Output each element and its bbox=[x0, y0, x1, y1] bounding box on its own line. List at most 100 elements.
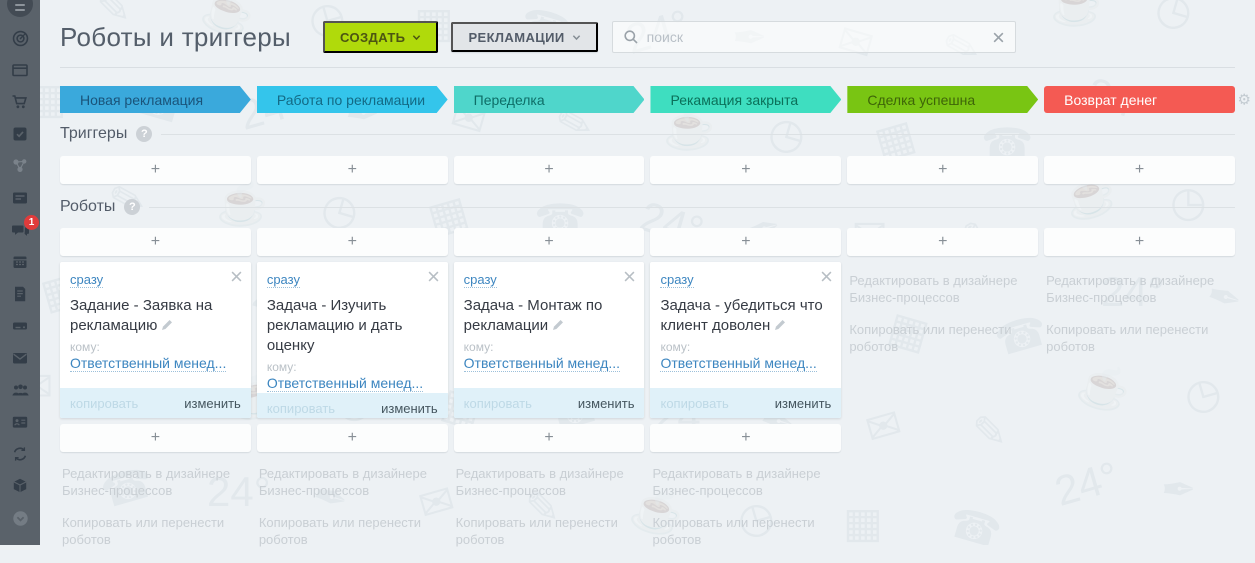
sidebar-item-crm-marketing[interactable] bbox=[0, 22, 40, 54]
copy-move-link[interactable]: Копировать или перенести роботов bbox=[455, 515, 618, 547]
chevron-down-circle-icon bbox=[12, 510, 28, 526]
robot-copy-link[interactable]: копировать bbox=[70, 395, 139, 411]
create-button[interactable]: СОЗДАТЬ bbox=[323, 21, 439, 53]
add-trigger-button-col5[interactable]: + bbox=[847, 156, 1039, 184]
stage-new[interactable]: Новая рекламация bbox=[60, 86, 251, 113]
sidebar-item-sites[interactable] bbox=[0, 54, 40, 86]
robot-timing-link[interactable]: сразу bbox=[266, 272, 300, 288]
stage-success[interactable]: Сделка успешна bbox=[847, 86, 1038, 113]
assignee-link[interactable]: Ответственный менед... bbox=[660, 355, 817, 372]
robot-copy-link[interactable]: копировать bbox=[660, 395, 729, 411]
triggers-help-icon[interactable]: ? bbox=[136, 126, 153, 142]
designer-link[interactable]: Редактировать в дизайнере Бизнес-процесс… bbox=[652, 466, 821, 498]
edit-pencil-icon[interactable] bbox=[774, 319, 786, 331]
sidebar-item-kanban[interactable] bbox=[0, 182, 40, 214]
robot-edit-link[interactable]: изменить bbox=[184, 395, 241, 411]
robot-placeholder-col2: Редактировать в дизайнере Бизнес-процесс… bbox=[257, 463, 448, 563]
robot-edit-link[interactable]: изменить bbox=[577, 395, 635, 411]
add-robot-button-col3[interactable]: + bbox=[453, 228, 645, 256]
copy-move-link[interactable]: Копировать или перенести роботов bbox=[849, 322, 1012, 354]
sidebar-item-more[interactable] bbox=[0, 502, 40, 534]
entity-filter-button[interactable]: РЕКЛАМАЦИИ bbox=[451, 22, 598, 52]
designer-link[interactable]: Редактировать в дизайнере Бизнес-процесс… bbox=[62, 466, 231, 498]
add-robot-button-col5[interactable]: + bbox=[847, 228, 1039, 256]
add-robot-button-bottom-col1[interactable]: + bbox=[60, 424, 251, 452]
designer-link[interactable]: Редактировать в дизайнере Бизнес-процесс… bbox=[258, 466, 427, 498]
add-robot-button-bottom-col4[interactable]: + bbox=[650, 424, 842, 452]
robot-card: сразу Задача - Изучить рекламацию и дать… bbox=[256, 262, 448, 418]
add-trigger-button-col4[interactable]: + bbox=[650, 156, 842, 184]
assignee-link[interactable]: Ответственный менед... bbox=[266, 375, 424, 392]
robot-edit-link[interactable]: изменить bbox=[381, 400, 438, 416]
sidebar-item-automation[interactable] bbox=[0, 150, 40, 182]
drive-icon bbox=[13, 322, 27, 330]
add-robot-button-col1[interactable]: + bbox=[60, 228, 251, 256]
copy-move-link[interactable]: Копировать или перенести роботов bbox=[1046, 322, 1209, 354]
page-title: Роботы и триггеры bbox=[60, 21, 292, 52]
search-clear-button[interactable] bbox=[992, 31, 1005, 44]
stage-closed[interactable]: Рекамация закрыта bbox=[650, 86, 841, 113]
sidebar-item-documents[interactable] bbox=[0, 278, 40, 310]
add-trigger-button-col1[interactable]: + bbox=[60, 156, 251, 184]
copy-move-link[interactable]: Копировать или перенести роботов bbox=[62, 515, 225, 547]
page-header: Роботы и триггеры СОЗДАТЬ РЕКЛАМАЦИИ bbox=[60, 20, 1235, 54]
robot-card: сразу Задание - Заявка на рекламацию ком… bbox=[60, 262, 251, 418]
designer-link[interactable]: Редактировать в дизайнере Бизнес-процесс… bbox=[455, 466, 624, 498]
sidebar-item-apps[interactable] bbox=[0, 470, 40, 502]
pipeline-stages: Новая рекламация Работа по рекламации Пе… bbox=[60, 86, 1251, 113]
triggers-add-row: + + + + + + bbox=[60, 156, 1235, 184]
robot-placeholder-col3: Редактировать в дизайнере Бизнес-процесс… bbox=[454, 463, 645, 563]
robot-timing-link[interactable]: сразу bbox=[660, 272, 694, 288]
robot-title: Задача - Монтаж по рекламации bbox=[463, 297, 603, 334]
robot-edit-link[interactable]: изменить bbox=[774, 395, 832, 411]
robots-section-header: Роботы ? bbox=[60, 198, 1235, 216]
edit-pencil-icon[interactable] bbox=[552, 319, 564, 331]
robot-cards-row: сразу Задание - Заявка на рекламацию ком… bbox=[60, 262, 1235, 418]
stage-in-progress[interactable]: Работа по рекламации bbox=[257, 86, 448, 113]
search-input[interactable] bbox=[646, 29, 984, 45]
sidebar-item-drive[interactable] bbox=[0, 310, 40, 342]
robot-copy-link[interactable]: копировать bbox=[463, 395, 532, 411]
sync-icon bbox=[13, 447, 27, 461]
cube-icon bbox=[13, 478, 27, 493]
sidebar-item-sync[interactable] bbox=[0, 438, 40, 470]
designer-link[interactable]: Редактировать в дизайнере Бизнес-процесс… bbox=[1046, 273, 1215, 305]
add-robot-button-bottom-col2[interactable]: + bbox=[256, 424, 448, 452]
robots-help-icon[interactable]: ? bbox=[124, 199, 141, 215]
stages-settings-gear-icon[interactable]: ⚙︎ bbox=[1237, 91, 1251, 108]
add-robot-button-bottom-col3[interactable]: + bbox=[453, 424, 645, 452]
robot-title: Задание - Заявка на рекламацию bbox=[70, 297, 213, 334]
sidebar-item-tasks[interactable] bbox=[0, 118, 40, 150]
sidebar-item-store[interactable] bbox=[0, 86, 40, 118]
robot-delete-icon[interactable] bbox=[624, 271, 635, 282]
stage-rework[interactable]: Переделка bbox=[454, 86, 645, 113]
add-trigger-button-col2[interactable]: + bbox=[256, 156, 448, 184]
robot-delete-icon[interactable] bbox=[428, 271, 439, 282]
add-robot-button-col2[interactable]: + bbox=[256, 228, 448, 256]
sidebar-item-chat[interactable]: 1 bbox=[0, 214, 40, 246]
assignee-link[interactable]: Ответственный менед... bbox=[70, 355, 227, 372]
sidebar-item-crm-contact[interactable] bbox=[0, 406, 40, 438]
robot-delete-icon[interactable] bbox=[231, 271, 242, 282]
robot-timing-link[interactable]: сразу bbox=[463, 272, 497, 288]
edit-pencil-icon[interactable] bbox=[161, 319, 173, 331]
copy-move-link[interactable]: Копировать или перенести роботов bbox=[258, 515, 422, 547]
sidebar-item-groups[interactable] bbox=[0, 374, 40, 406]
copy-move-link[interactable]: Копировать или перенести роботов bbox=[652, 515, 815, 547]
sidebar-item-mail[interactable] bbox=[0, 342, 40, 374]
robot-delete-icon[interactable] bbox=[821, 271, 832, 282]
sidebar-item-calendar[interactable] bbox=[0, 246, 40, 278]
add-robot-button-col4[interactable]: + bbox=[650, 228, 842, 256]
add-trigger-button-col6[interactable]: + bbox=[1044, 156, 1235, 184]
robot-timing-link[interactable]: сразу bbox=[70, 272, 104, 288]
chevron-down-icon bbox=[572, 34, 580, 40]
board-icon bbox=[13, 192, 27, 204]
sidebar-item-menu[interactable] bbox=[0, 0, 40, 22]
designer-link[interactable]: Редактировать в дизайнере Бизнес-процесс… bbox=[849, 273, 1018, 305]
assignee-link[interactable]: Ответственный менед... bbox=[463, 355, 620, 372]
stage-refund[interactable]: Возврат денег bbox=[1044, 86, 1235, 113]
robot-copy-link[interactable]: копировать bbox=[266, 400, 336, 416]
triggers-section-header: Триггеры ? bbox=[60, 125, 1235, 143]
add-trigger-button-col3[interactable]: + bbox=[453, 156, 645, 184]
add-robot-button-col6[interactable]: + bbox=[1044, 228, 1235, 256]
